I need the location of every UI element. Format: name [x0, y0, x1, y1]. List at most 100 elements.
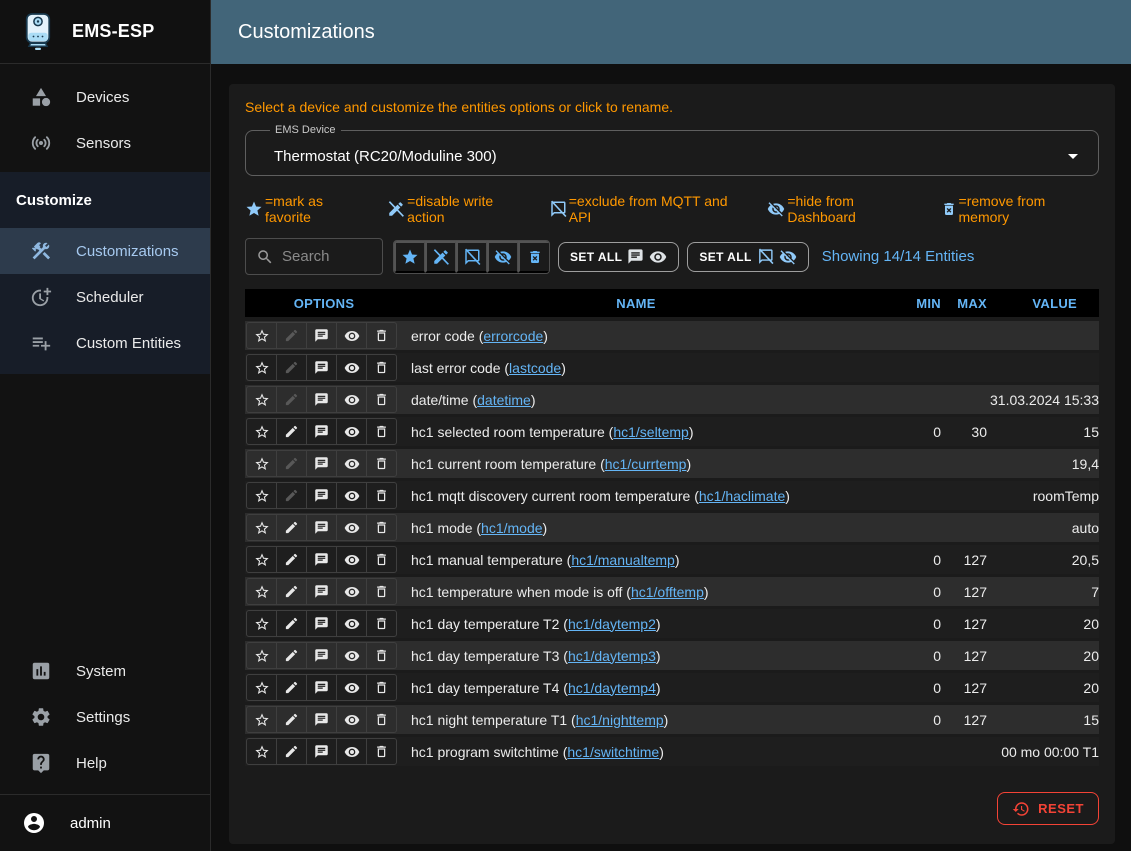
entity-shortname-link[interactable]: hc1/offtemp — [630, 583, 704, 600]
sidebar-item-help[interactable]: Help — [0, 740, 210, 786]
mqtt-toggle-button[interactable] — [306, 610, 337, 637]
favorite-star-button[interactable] — [246, 738, 277, 765]
filter-disable-write-button[interactable] — [425, 240, 456, 273]
sidebar-user-admin[interactable]: admin — [0, 795, 210, 851]
favorite-star-button[interactable] — [246, 706, 277, 733]
sidebar-item-devices[interactable]: Devices — [0, 74, 210, 120]
edit-icon-button[interactable] — [276, 610, 307, 637]
mqtt-toggle-button[interactable] — [306, 450, 337, 477]
entity-shortname-link[interactable]: hc1/currtemp — [604, 455, 687, 472]
set-all-visible-button[interactable]: SET ALL — [558, 241, 680, 272]
mqtt-toggle-button[interactable] — [306, 642, 337, 669]
entity-shortname-link[interactable]: hc1/daytemp4 — [567, 679, 656, 696]
filter-exclude-mqtt-button[interactable] — [456, 240, 487, 273]
favorite-star-button[interactable] — [246, 546, 277, 573]
reset-button[interactable]: RESET — [997, 792, 1099, 825]
entity-shortname-link[interactable]: hc1/daytemp3 — [567, 647, 656, 664]
sidebar-item-custom-entities[interactable]: Custom Entities — [0, 320, 210, 366]
visibility-toggle-button[interactable] — [336, 738, 367, 765]
entity-shortname-link[interactable]: hc1/daytemp2 — [567, 615, 656, 632]
visibility-toggle-button[interactable] — [336, 642, 367, 669]
sidebar-item-scheduler[interactable]: Scheduler — [0, 274, 210, 320]
favorite-star-button[interactable] — [246, 674, 277, 701]
delete-button[interactable] — [366, 578, 397, 605]
delete-button[interactable] — [366, 546, 397, 573]
edit-icon-button[interactable] — [276, 354, 307, 381]
mqtt-toggle-button[interactable] — [306, 706, 337, 733]
visibility-toggle-button[interactable] — [336, 418, 367, 445]
mqtt-toggle-button[interactable] — [306, 322, 337, 349]
mqtt-toggle-button[interactable] — [306, 738, 337, 765]
entity-shortname-link[interactable]: hc1/haclimate — [698, 487, 786, 504]
favorite-star-button[interactable] — [246, 642, 277, 669]
mqtt-toggle-button[interactable] — [306, 386, 337, 413]
entity-shortname-link[interactable]: lastcode — [509, 359, 562, 376]
entity-shortname-link[interactable]: hc1/manualtemp — [571, 551, 675, 568]
edit-icon-button[interactable] — [276, 514, 307, 541]
favorite-star-button[interactable] — [246, 578, 277, 605]
sidebar-item-sensors[interactable]: Sensors — [0, 120, 210, 166]
filter-favorite-button[interactable] — [394, 240, 425, 273]
mqtt-toggle-button[interactable] — [306, 354, 337, 381]
favorite-star-button[interactable] — [246, 514, 277, 541]
edit-icon-button[interactable] — [276, 578, 307, 605]
mqtt-toggle-button[interactable] — [306, 482, 337, 509]
delete-button[interactable] — [366, 482, 397, 509]
entity-shortname-link[interactable]: errorcode — [483, 327, 544, 344]
sidebar-item-system[interactable]: System — [0, 648, 210, 694]
edit-icon-button[interactable] — [276, 386, 307, 413]
entity-shortname-link[interactable]: datetime — [477, 391, 531, 408]
delete-button[interactable] — [366, 514, 397, 541]
delete-button[interactable] — [366, 642, 397, 669]
visibility-toggle-button[interactable] — [336, 674, 367, 701]
delete-button[interactable] — [366, 610, 397, 637]
favorite-star-button[interactable] — [246, 322, 277, 349]
delete-button[interactable] — [366, 674, 397, 701]
edit-icon-button[interactable] — [276, 482, 307, 509]
favorite-star-button[interactable] — [246, 610, 277, 637]
search-box[interactable] — [245, 238, 383, 275]
visibility-toggle-button[interactable] — [336, 514, 367, 541]
sidebar-item-settings[interactable]: Settings — [0, 694, 210, 740]
delete-button[interactable] — [366, 354, 397, 381]
edit-icon-button[interactable] — [276, 546, 307, 573]
mqtt-toggle-button[interactable] — [306, 674, 337, 701]
favorite-star-button[interactable] — [246, 482, 277, 509]
mqtt-toggle-button[interactable] — [306, 546, 337, 573]
visibility-toggle-button[interactable] — [336, 354, 367, 381]
visibility-toggle-button[interactable] — [336, 706, 367, 733]
entity-shortname-link[interactable]: hc1/nighttemp — [575, 711, 664, 728]
delete-button[interactable] — [366, 450, 397, 477]
mqtt-toggle-button[interactable] — [306, 418, 337, 445]
mqtt-toggle-button[interactable] — [306, 514, 337, 541]
filter-remove-memory-button[interactable] — [518, 240, 549, 273]
favorite-star-button[interactable] — [246, 354, 277, 381]
edit-icon-button[interactable] — [276, 738, 307, 765]
edit-icon-button[interactable] — [276, 322, 307, 349]
ems-device-select[interactable]: EMS Device Thermostat (RC20/Moduline 300… — [245, 124, 1099, 176]
entity-shortname-link[interactable]: hc1/switchtime — [567, 743, 660, 760]
entity-shortname-link[interactable]: hc1/seltemp — [613, 423, 689, 440]
entity-shortname-link[interactable]: hc1/mode — [481, 519, 543, 536]
search-input[interactable] — [282, 248, 372, 265]
visibility-toggle-button[interactable] — [336, 450, 367, 477]
visibility-toggle-button[interactable] — [336, 482, 367, 509]
visibility-toggle-button[interactable] — [336, 546, 367, 573]
visibility-toggle-button[interactable] — [336, 610, 367, 637]
edit-icon-button[interactable] — [276, 642, 307, 669]
delete-button[interactable] — [366, 738, 397, 765]
visibility-toggle-button[interactable] — [336, 578, 367, 605]
visibility-toggle-button[interactable] — [336, 386, 367, 413]
favorite-star-button[interactable] — [246, 450, 277, 477]
edit-icon-button[interactable] — [276, 674, 307, 701]
visibility-toggle-button[interactable] — [336, 322, 367, 349]
edit-icon-button[interactable] — [276, 706, 307, 733]
delete-button[interactable] — [366, 322, 397, 349]
mqtt-toggle-button[interactable] — [306, 578, 337, 605]
filter-hide-dashboard-button[interactable] — [487, 240, 518, 273]
favorite-star-button[interactable] — [246, 418, 277, 445]
set-all-hidden-button[interactable]: SET ALL — [687, 241, 809, 272]
edit-icon-button[interactable] — [276, 418, 307, 445]
favorite-star-button[interactable] — [246, 386, 277, 413]
delete-button[interactable] — [366, 418, 397, 445]
